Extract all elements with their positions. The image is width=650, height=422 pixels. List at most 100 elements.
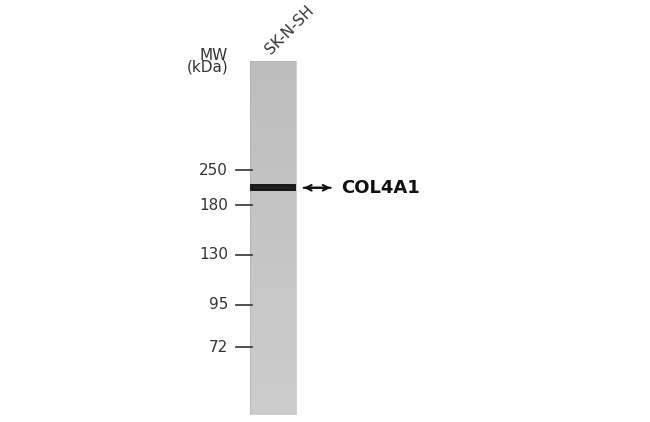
Bar <box>250 397 296 400</box>
Text: MW: MW <box>200 48 228 63</box>
Bar <box>250 323 296 326</box>
Bar <box>250 400 296 403</box>
Text: (kDa): (kDa) <box>187 60 228 75</box>
Bar <box>250 373 296 376</box>
Bar <box>250 329 296 332</box>
Bar <box>250 223 296 226</box>
Bar <box>250 249 296 252</box>
Bar <box>250 346 296 349</box>
Bar <box>250 291 296 294</box>
Bar <box>250 246 296 249</box>
Bar <box>250 261 296 264</box>
Bar <box>250 349 296 352</box>
Bar <box>250 108 296 111</box>
Bar <box>250 344 296 346</box>
Text: SK-N-SH: SK-N-SH <box>263 3 317 57</box>
Bar <box>250 311 296 314</box>
Bar <box>250 276 296 279</box>
Bar <box>250 355 296 358</box>
Bar <box>250 267 296 270</box>
Bar <box>250 297 296 300</box>
Bar <box>250 105 296 108</box>
Bar <box>250 406 296 408</box>
Bar <box>250 185 296 188</box>
Bar <box>250 61 296 64</box>
Bar <box>250 194 296 197</box>
Bar <box>250 200 296 203</box>
Bar <box>250 182 296 185</box>
Bar <box>250 208 296 211</box>
Bar <box>250 285 296 288</box>
Bar <box>250 341 296 344</box>
Bar <box>250 143 296 146</box>
Bar <box>250 279 296 282</box>
Bar <box>250 408 296 411</box>
Bar <box>250 282 296 285</box>
Bar <box>250 203 296 206</box>
Text: 72: 72 <box>209 340 228 354</box>
Bar <box>250 238 296 241</box>
Bar <box>250 273 296 276</box>
Bar <box>250 403 296 406</box>
Bar <box>250 64 296 67</box>
Bar <box>250 229 296 232</box>
Bar <box>250 314 296 317</box>
Bar <box>250 76 296 79</box>
Bar <box>250 264 296 267</box>
Bar <box>250 167 296 170</box>
Bar <box>250 149 296 152</box>
Bar <box>250 132 296 135</box>
Bar <box>250 352 296 355</box>
Bar <box>250 252 296 255</box>
Bar <box>250 317 296 320</box>
Bar <box>250 197 296 200</box>
Bar <box>250 320 296 323</box>
Bar <box>250 338 296 341</box>
Bar <box>250 146 296 149</box>
Bar <box>250 93 296 96</box>
Bar <box>250 411 296 414</box>
Bar <box>250 61 296 414</box>
Bar <box>250 161 296 164</box>
Bar <box>250 173 296 176</box>
Bar <box>250 241 296 243</box>
Bar <box>250 155 296 158</box>
Bar <box>250 79 296 82</box>
Bar <box>250 158 296 161</box>
Bar <box>250 152 296 155</box>
Bar <box>250 335 296 338</box>
Bar <box>250 164 296 167</box>
Bar <box>250 379 296 382</box>
Bar <box>250 232 296 235</box>
Bar <box>250 294 296 297</box>
Text: 95: 95 <box>209 298 228 312</box>
Bar <box>250 176 296 179</box>
Bar <box>250 141 296 143</box>
Bar <box>250 123 296 126</box>
Bar <box>250 179 296 182</box>
Bar <box>250 288 296 291</box>
Bar <box>250 73 296 76</box>
Bar <box>250 270 296 273</box>
Text: 250: 250 <box>200 163 228 178</box>
Bar <box>250 70 296 73</box>
Bar <box>250 364 296 367</box>
Bar <box>250 214 296 217</box>
Bar <box>250 300 296 303</box>
Bar <box>250 306 296 308</box>
Bar <box>250 243 296 246</box>
Bar <box>250 361 296 364</box>
Text: COL4A1: COL4A1 <box>341 179 420 197</box>
Bar <box>250 308 296 311</box>
Bar <box>250 67 296 70</box>
Bar <box>250 117 296 120</box>
Bar <box>250 385 296 388</box>
Bar <box>250 102 296 105</box>
Bar <box>250 358 296 361</box>
Bar <box>250 226 296 229</box>
Bar <box>250 120 296 123</box>
Bar <box>250 87 296 90</box>
Bar <box>250 388 296 391</box>
Bar <box>250 332 296 335</box>
Bar <box>250 217 296 220</box>
